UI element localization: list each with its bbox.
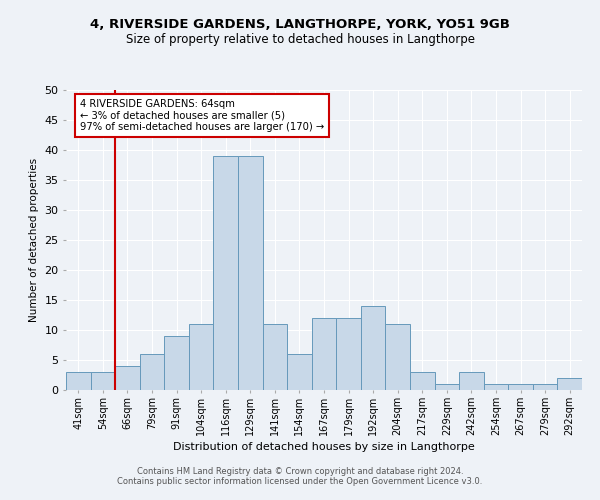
Bar [557,378,582,390]
Text: Contains HM Land Registry data © Crown copyright and database right 2024.: Contains HM Land Registry data © Crown c… [137,467,463,476]
Bar [508,384,533,390]
Bar [238,156,263,390]
Text: 4 RIVERSIDE GARDENS: 64sqm
← 3% of detached houses are smaller (5)
97% of semi-d: 4 RIVERSIDE GARDENS: 64sqm ← 3% of detac… [80,99,324,132]
Text: Size of property relative to detached houses in Langthorpe: Size of property relative to detached ho… [125,32,475,46]
Bar [287,354,312,390]
Bar [459,372,484,390]
X-axis label: Distribution of detached houses by size in Langthorpe: Distribution of detached houses by size … [173,442,475,452]
Bar [410,372,434,390]
Y-axis label: Number of detached properties: Number of detached properties [29,158,38,322]
Text: 4, RIVERSIDE GARDENS, LANGTHORPE, YORK, YO51 9GB: 4, RIVERSIDE GARDENS, LANGTHORPE, YORK, … [90,18,510,30]
Bar [263,324,287,390]
Bar [336,318,361,390]
Bar [115,366,140,390]
Bar [66,372,91,390]
Bar [434,384,459,390]
Bar [533,384,557,390]
Bar [361,306,385,390]
Bar [385,324,410,390]
Bar [189,324,214,390]
Bar [484,384,508,390]
Bar [140,354,164,390]
Bar [91,372,115,390]
Bar [312,318,336,390]
Text: Contains public sector information licensed under the Open Government Licence v3: Contains public sector information licen… [118,477,482,486]
Bar [164,336,189,390]
Bar [214,156,238,390]
